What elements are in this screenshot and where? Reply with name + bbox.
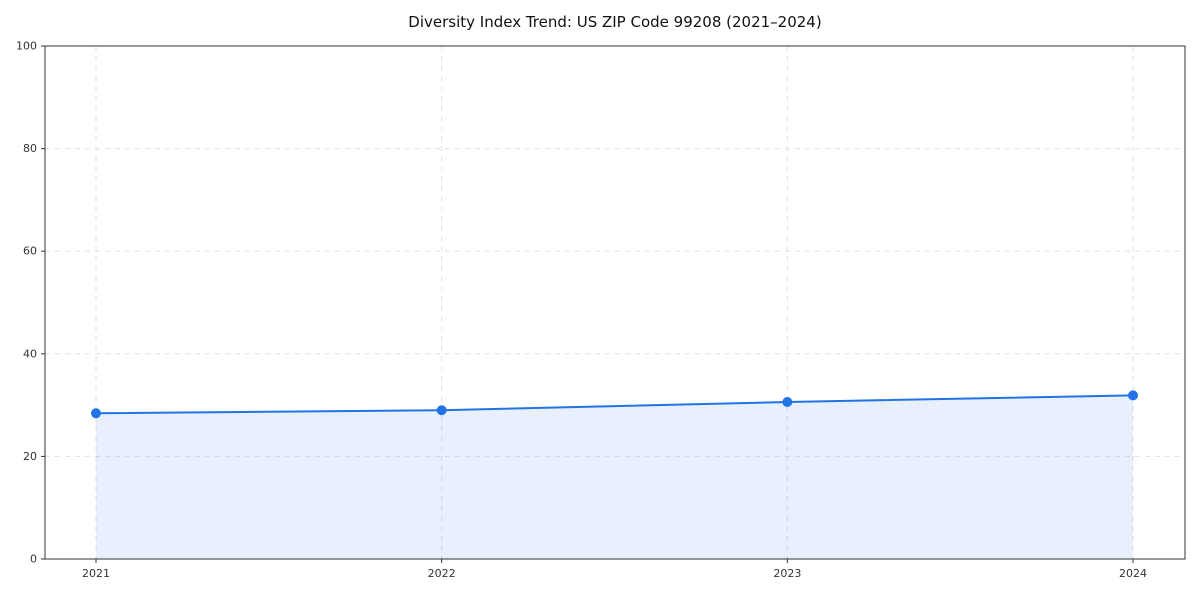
data-point xyxy=(91,408,101,419)
x-tick-label: 2024 xyxy=(1119,567,1147,580)
x-tick-label: 2021 xyxy=(82,567,110,580)
y-tick-label: 100 xyxy=(16,40,37,53)
chart-title: Diversity Index Trend: US ZIP Code 99208… xyxy=(408,13,822,31)
y-tick-label: 60 xyxy=(23,245,37,258)
y-tick-label: 80 xyxy=(23,142,37,155)
data-point xyxy=(436,405,447,416)
x-tick-label: 2022 xyxy=(428,567,456,580)
data-point xyxy=(782,397,793,408)
area-fill xyxy=(96,395,1133,559)
trend-line xyxy=(95,394,1134,415)
y-tick-label: 20 xyxy=(23,450,37,463)
y-tick-label: 40 xyxy=(23,347,37,360)
axis-spines xyxy=(44,45,1186,560)
x-tick-label: 2023 xyxy=(773,567,801,580)
data-point xyxy=(1128,390,1138,401)
y-tick-label: 0 xyxy=(30,553,37,566)
